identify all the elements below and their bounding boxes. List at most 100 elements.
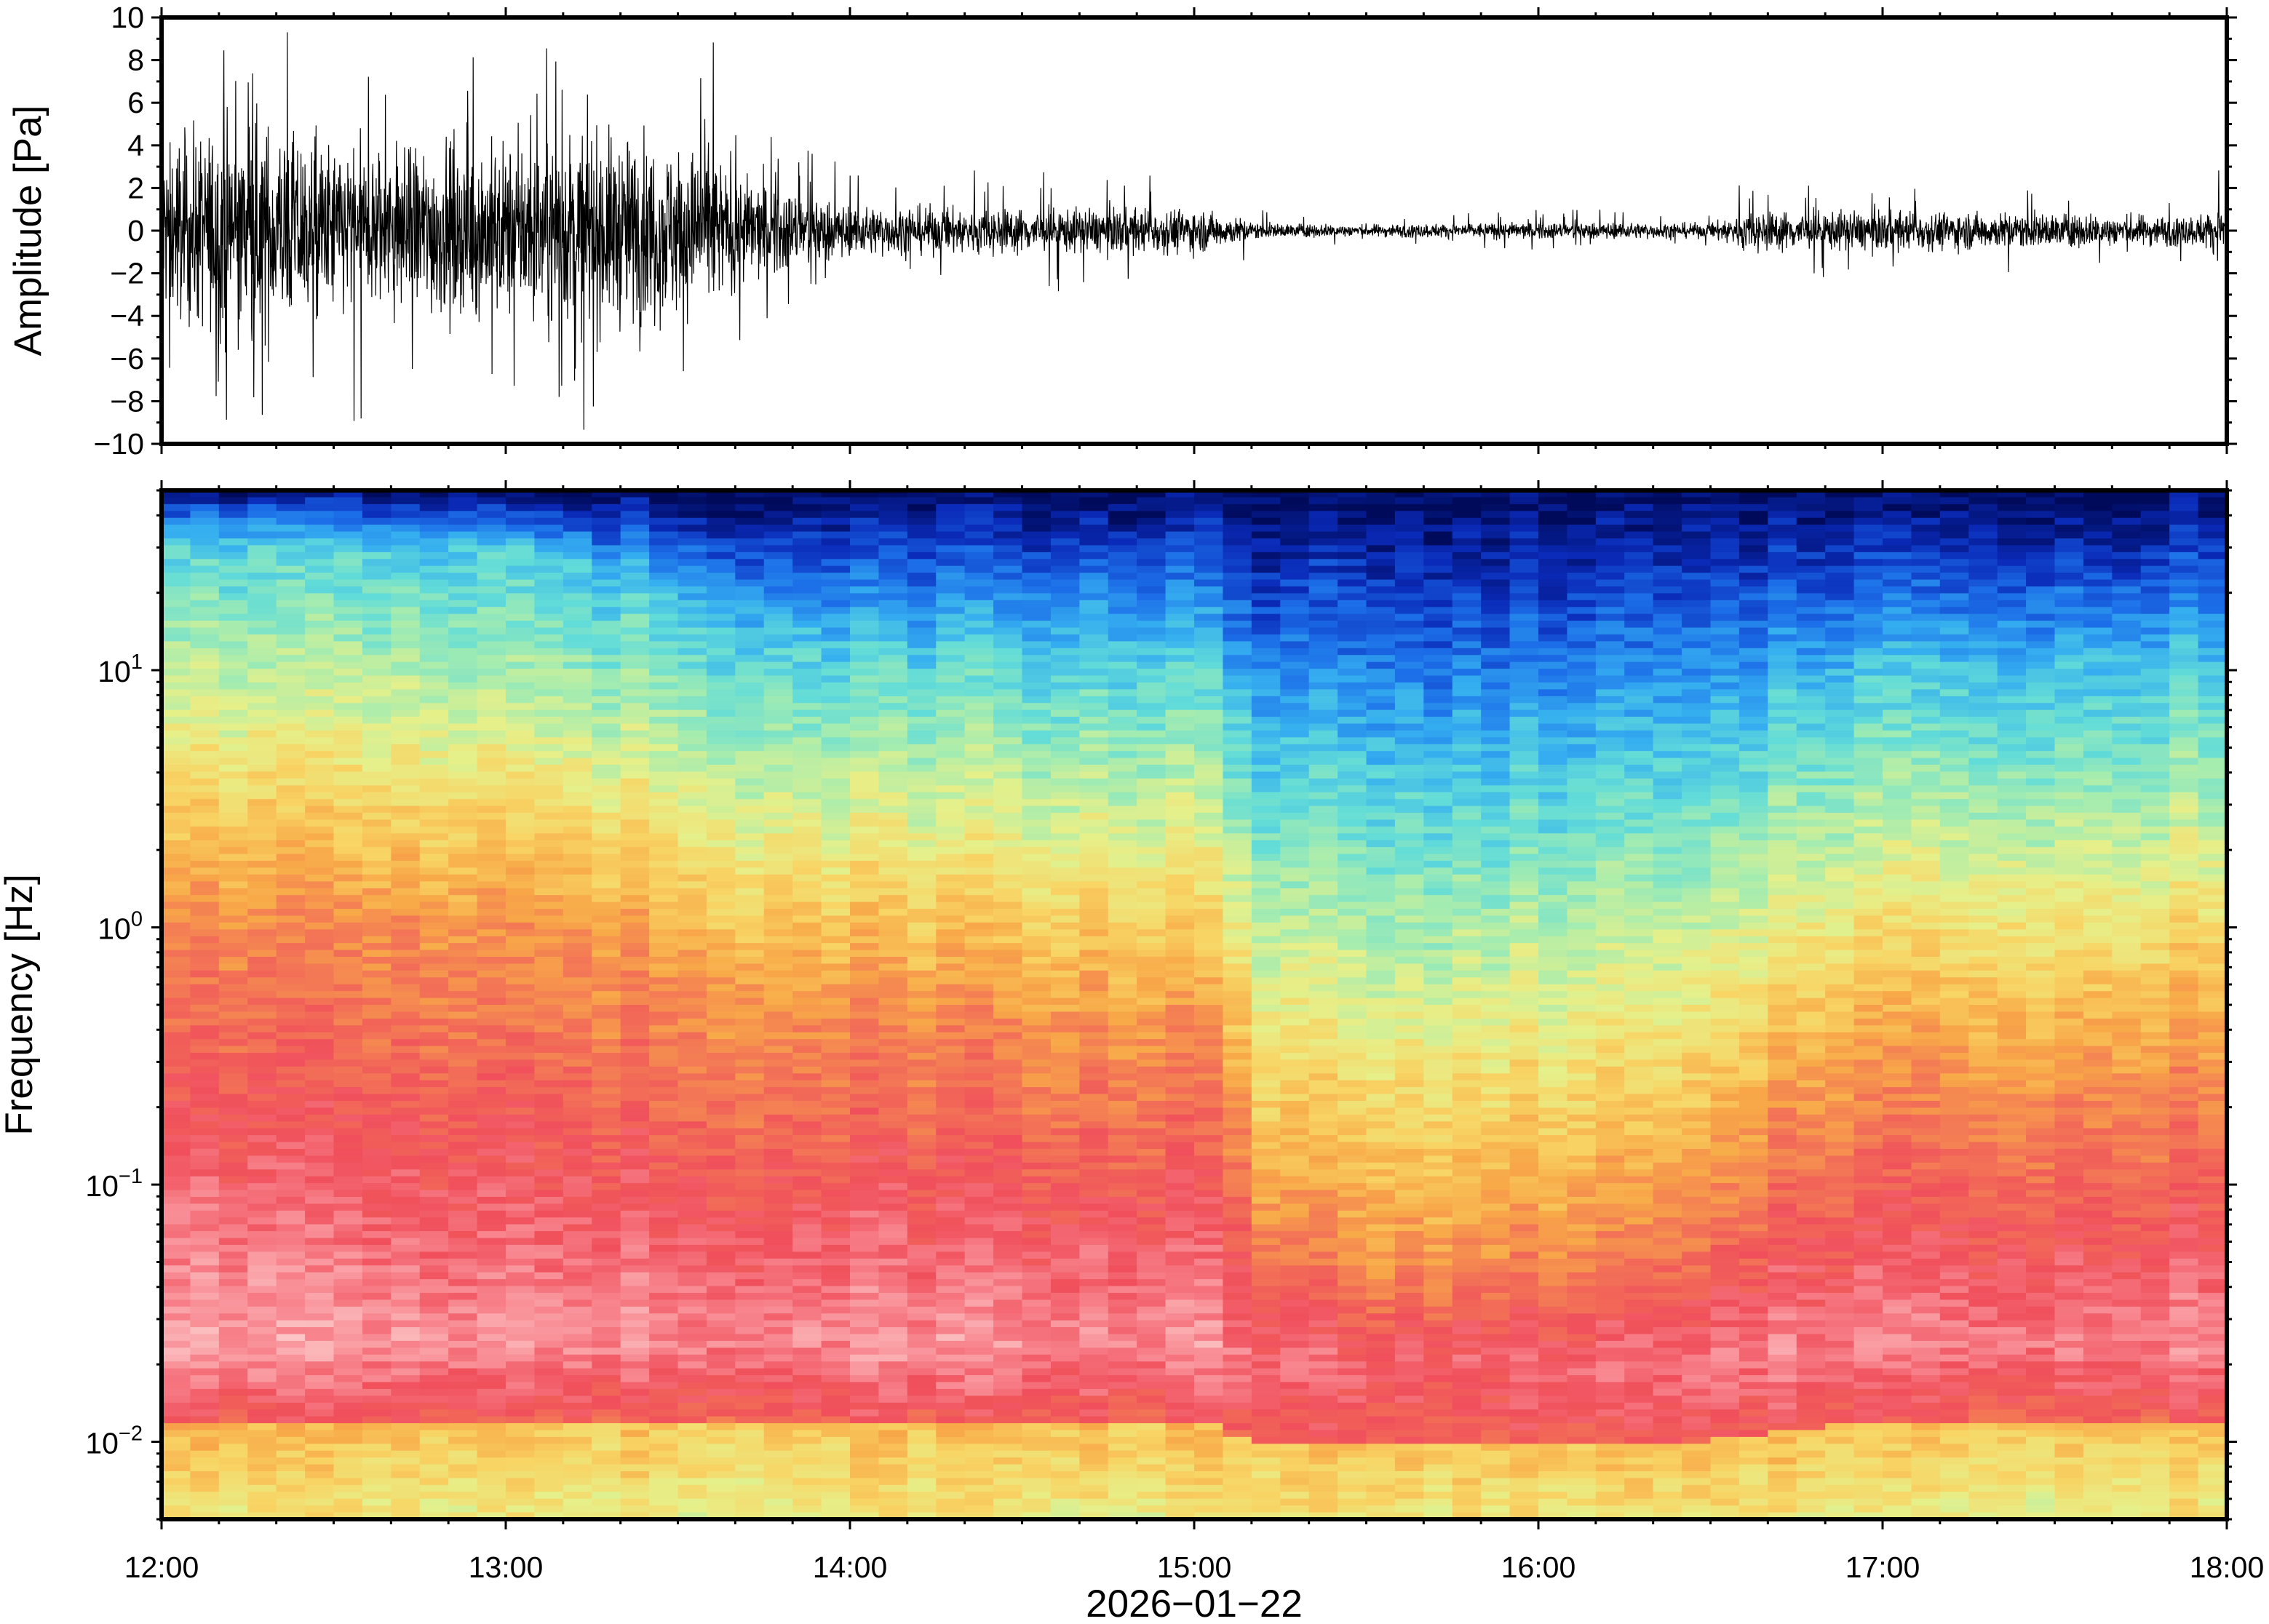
spectrogram-cell	[218, 1128, 248, 1136]
spectrogram-cell	[218, 661, 248, 669]
spectrogram-cell	[190, 805, 220, 813]
spectrogram-cell	[506, 1286, 536, 1294]
spectrogram-cell	[735, 915, 765, 923]
spectrogram-cell	[419, 1114, 449, 1122]
spectrogram-cell	[477, 909, 506, 917]
spectrogram-cell	[1050, 909, 1080, 917]
spectrogram-cell	[907, 1320, 937, 1328]
spectrogram-cell	[792, 1327, 822, 1335]
spectrogram-cell	[419, 751, 449, 759]
spectrogram-cell	[993, 579, 1023, 587]
spectrogram-cell	[162, 1238, 191, 1246]
spectrogram-cell	[592, 717, 621, 725]
spectrogram-cell	[305, 1059, 335, 1067]
spectrogram-cell	[419, 1011, 449, 1019]
spectrogram-cell	[964, 840, 994, 848]
spectrogram-cell	[362, 1396, 392, 1404]
spectrogram-cell	[391, 936, 421, 944]
spectrogram-cell	[677, 853, 707, 861]
spectrogram-cell	[305, 813, 335, 821]
spectrogram-cell	[936, 1196, 966, 1204]
spectrogram-cell	[247, 1340, 277, 1348]
spectrogram-cell	[563, 970, 592, 978]
spectrogram-cell	[448, 675, 478, 683]
spectrogram-cell	[792, 1265, 822, 1273]
spectrogram-cell	[506, 723, 536, 731]
spectrogram-cell	[391, 929, 421, 937]
spectrogram-cell	[649, 984, 679, 992]
spectrogram-cell	[649, 655, 679, 663]
spectrogram-cell	[821, 525, 851, 533]
spectrogram-cell	[190, 607, 220, 615]
spectrogram-cell	[534, 1251, 564, 1259]
spectrogram-cell	[763, 1286, 793, 1294]
spectrogram-cell	[448, 1375, 478, 1383]
spectrogram-cell	[419, 641, 449, 649]
spectrogram-cell	[162, 613, 191, 621]
spectrogram-cell	[534, 922, 564, 930]
spectrogram-cell	[592, 1388, 621, 1396]
spectrogram-cell	[907, 682, 937, 690]
spectrogram-cell	[563, 1210, 592, 1218]
spectrogram-cell	[964, 991, 994, 999]
spectrogram-cell	[247, 765, 277, 773]
spectrogram-cell	[821, 1484, 851, 1492]
spectrogram-cell	[563, 669, 592, 677]
spectrogram-cell	[419, 703, 449, 711]
spectrogram-cell	[763, 1217, 793, 1225]
spectrogram-cell	[563, 1203, 592, 1211]
spectrogram-cell	[534, 915, 564, 923]
spectrogram-cell	[534, 1169, 564, 1177]
spectrogram-cell	[821, 1032, 851, 1040]
spectrogram-cell	[448, 998, 478, 1006]
spectrogram-cell	[419, 1484, 449, 1492]
spectrogram-cell	[448, 641, 478, 649]
spectrogram-cell	[706, 600, 736, 608]
spectrogram-cell	[534, 1176, 564, 1184]
spectrogram-cell	[993, 977, 1023, 985]
spectrogram-cell	[792, 1361, 822, 1369]
spectrogram-cell	[305, 765, 335, 773]
spectrogram-cell	[964, 1258, 994, 1266]
spectrogram-cell	[419, 682, 449, 690]
spectrogram-cell	[391, 1430, 421, 1438]
spectrogram-cell	[821, 1052, 851, 1061]
spectrogram-cell	[247, 1258, 277, 1266]
spectrogram-cell	[333, 833, 363, 841]
spectrogram-cell	[1079, 669, 1109, 677]
spectrogram-cell	[878, 826, 908, 834]
spectrogram-cell	[305, 1492, 335, 1500]
spectrogram-cell	[1050, 861, 1080, 869]
spectrogram-cell	[677, 840, 707, 848]
spectrogram-cell	[1050, 1430, 1080, 1438]
spectrogram-cell	[1050, 957, 1080, 965]
spectrogram-cell	[391, 1444, 421, 1452]
spectrogram-cell	[907, 1423, 937, 1431]
spectrogram-cell	[477, 950, 506, 958]
spectrogram-cell	[936, 1224, 966, 1232]
spectrogram-cell	[763, 1121, 793, 1129]
spectrogram-cell	[993, 1416, 1023, 1424]
spectrogram-cell	[1022, 531, 1052, 539]
spectrogram-cell	[649, 744, 679, 752]
spectrogram-cell	[592, 991, 621, 999]
spectrogram-cell	[506, 1183, 536, 1191]
spectrogram-cell	[649, 1320, 679, 1328]
spectrogram-cell	[878, 579, 908, 587]
spectrogram-cell	[419, 1005, 449, 1013]
spectrogram-cell	[162, 1128, 191, 1136]
spectrogram-cell	[821, 1238, 851, 1246]
spectrogram-cell	[563, 1478, 592, 1486]
spectrogram-cell	[993, 682, 1023, 690]
spectrogram-cell	[878, 593, 908, 601]
spectrogram-cell	[620, 874, 650, 882]
spectrogram-cell	[190, 1354, 220, 1362]
spectrogram-cell	[907, 922, 937, 930]
spectrogram-cell	[649, 943, 679, 951]
spectrogram-cell	[677, 669, 707, 677]
spectrogram-cell	[993, 833, 1023, 841]
spectrogram-cell	[821, 957, 851, 965]
spectrogram-cell	[706, 1471, 736, 1479]
spectrogram-cell	[993, 819, 1023, 827]
spectrogram-cell	[677, 627, 707, 635]
